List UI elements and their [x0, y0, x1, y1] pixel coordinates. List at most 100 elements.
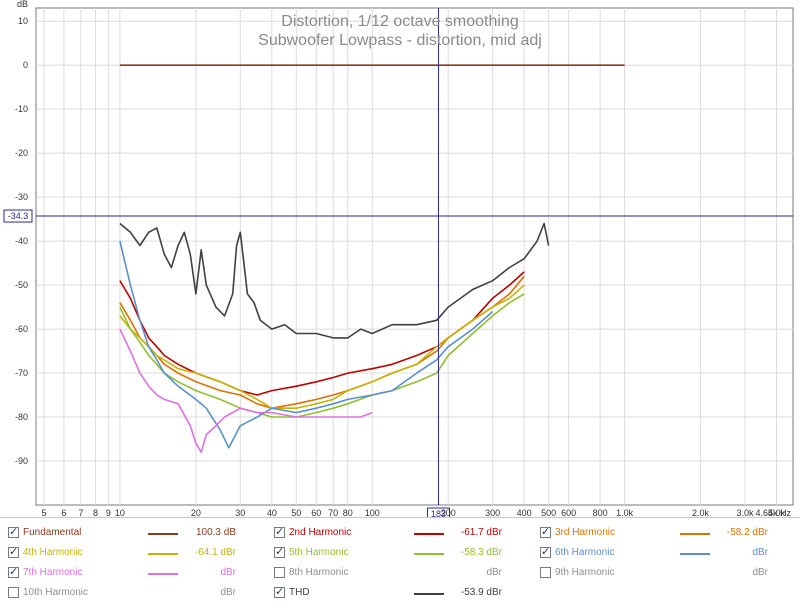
legend-swatch [414, 553, 444, 555]
x-tick-label: 6 [61, 508, 66, 517]
x-tick-label: 4.65k Hz [755, 508, 791, 517]
legend-checkbox[interactable] [540, 545, 551, 558]
y-tick-label: -10 [15, 104, 28, 114]
x-tick-label: 500 [541, 508, 556, 517]
legend-checkbox[interactable] [8, 587, 19, 598]
legend-value: dBr [220, 587, 236, 598]
legend-panel: Fundamental 100.3 dB 2nd Harmonic -61.7 dBr… [0, 517, 800, 609]
x-tick-label: 80 [343, 508, 353, 517]
legend-checkbox[interactable] [274, 525, 285, 538]
legend-label: 3rd Harmonic [555, 527, 616, 538]
legend-swatch [148, 533, 178, 535]
legend-swatch [414, 533, 444, 535]
legend-checkbox[interactable] [8, 545, 19, 558]
y-tick-label: -30 [15, 192, 28, 202]
x-tick-label: 1.0k [616, 508, 634, 517]
legend-item-fundamental[interactable]: Fundamental 100.3 dB [0, 524, 266, 544]
legend-swatch [414, 593, 444, 595]
legend-item-4th-harmonic[interactable]: 4th Harmonic -64.1 dBr [0, 544, 266, 564]
y-tick-label: -80 [15, 412, 28, 422]
legend-checkbox[interactable] [540, 567, 551, 578]
plot-area [35, 7, 794, 506]
legend-item-8th-harmonic[interactable]: 8th Harmonic dBr [266, 564, 532, 584]
legend-checkbox[interactable] [274, 585, 285, 598]
legend-value: dBr [752, 547, 768, 558]
cursor-y-readout-box [3, 209, 33, 223]
legend-checkbox[interactable] [8, 525, 19, 538]
legend-checkbox[interactable] [8, 565, 19, 578]
y-tick-label: -20 [15, 148, 28, 158]
series-line-thd [119, 222, 550, 339]
x-tick-label: 70 [328, 508, 338, 517]
x-tick-label: 10 [115, 508, 125, 517]
legend-item-3rd-harmonic[interactable]: 3rd Harmonic -58.2 dBr [532, 524, 798, 544]
legend-label: 4th Harmonic [23, 547, 83, 558]
x-tick-label: 9 [106, 508, 111, 517]
legend-swatch [148, 553, 178, 555]
chart-title: Distortion, 1/12 octave smoothing [281, 13, 518, 30]
x-tick-label: 600 [561, 508, 576, 517]
x-tick-label: 40 [267, 508, 277, 517]
x-tick-label: 5 [41, 508, 46, 517]
x-tick-label: 200 [441, 508, 456, 517]
legend-label: 9th Harmonic [555, 567, 615, 578]
legend-item-2nd-harmonic[interactable]: 2nd Harmonic -61.7 dBr [266, 524, 532, 544]
y-tick-label: -60 [15, 324, 28, 334]
series-line-4th-harmonic [119, 284, 525, 410]
y-tick-label: -90 [15, 456, 28, 466]
legend-swatch [680, 533, 710, 535]
legend-label: 6th Harmonic [555, 547, 615, 558]
legend-label: 2nd Harmonic [289, 527, 352, 538]
legend-label: Fundamental [23, 527, 82, 538]
y-axis-unit: dB [17, 0, 28, 9]
x-tick-label: 20 [191, 508, 201, 517]
y-tick-label: 10 [18, 16, 28, 26]
cursor[interactable]: -34.3 183 [3, 8, 793, 517]
legend-label: 10th Harmonic [23, 587, 89, 598]
legend-item-thd[interactable]: THD -53.9 dBr [266, 584, 532, 604]
legend-checkbox[interactable] [274, 545, 285, 558]
legend-value: dBr [220, 567, 236, 578]
legend-label: 8th Harmonic [289, 567, 349, 578]
cursor-x-readout-box [426, 507, 450, 517]
legend-value: 100.3 dB [195, 527, 236, 538]
series-line-6th-harmonic [119, 240, 494, 449]
x-tick-label: 4.0k [768, 508, 786, 517]
x-tick-label: 8 [93, 508, 98, 517]
cursor-x-readout: 183 [431, 509, 446, 517]
x-tick-label: 30 [235, 508, 245, 517]
legend-swatch [148, 573, 178, 575]
legend-item-7th-harmonic[interactable]: 7th Harmonic dBr [0, 564, 266, 584]
x-tick-label: 300 [485, 508, 500, 517]
legend-label: 7th Harmonic [23, 567, 83, 578]
legend-item-6th-harmonic[interactable]: 6th Harmonic dBr [532, 544, 798, 564]
legend-swatch [680, 553, 710, 555]
x-tick-label: 400 [517, 508, 532, 517]
legend-value: -64.1 dBr [194, 547, 236, 558]
legend-value: dBr [486, 567, 502, 578]
legend-item-9th-harmonic[interactable]: 9th Harmonic dBr [532, 564, 798, 584]
y-tick-label: 0 [23, 60, 28, 70]
legend-checkbox[interactable] [540, 525, 551, 538]
legend-checkbox[interactable] [274, 567, 285, 578]
legend-value: -58.2 dBr [726, 527, 768, 538]
legend-item-10th-harmonic[interactable]: 10th Harmonic dBr [0, 584, 266, 604]
x-tick-label: 50 [291, 508, 301, 517]
series-line-7th-harmonic [119, 328, 373, 454]
y-tick-label: -70 [15, 368, 28, 378]
legend-value: -58.3 dBr [460, 547, 502, 558]
x-tick-label: 100 [365, 508, 380, 517]
legend-value: dBr [752, 567, 768, 578]
x-tick-label: 7 [78, 508, 83, 517]
legend-label: 5th Harmonic [289, 547, 349, 558]
legend-label: THD [289, 587, 310, 598]
axis-ticks: 5 6 7 8 9 10 20 30 40 50 60 70 80 100 200 300 400 500 600 8… [15, 16, 792, 517]
series-layer [119, 64, 625, 454]
x-tick-label: 800 [593, 508, 608, 517]
y-tick-label: -40 [15, 236, 28, 246]
y-tick-label: -50 [15, 280, 28, 290]
x-tick-label: 60 [311, 508, 321, 517]
legend-item-5th-harmonic[interactable]: 5th Harmonic -58.3 dBr [266, 544, 532, 564]
x-tick-label: 3.0k [736, 508, 754, 517]
